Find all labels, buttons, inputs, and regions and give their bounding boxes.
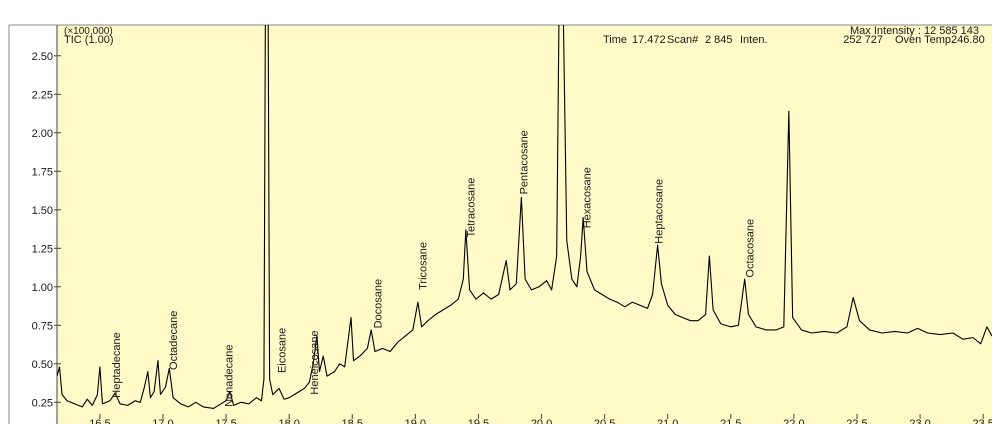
peak-label: Heneicosane — [309, 330, 321, 394]
peak-label: Tricosane — [418, 242, 430, 290]
x-tick-label: 23.0 — [909, 418, 930, 424]
peak-label: Pentacosane — [519, 130, 531, 194]
y-tick-label: 0.25 — [32, 397, 53, 409]
y-tick-label: 2.00 — [32, 128, 53, 140]
peak-label: Octadecane — [168, 311, 180, 370]
peak-label: Heptacosane — [654, 179, 666, 244]
x-tick-label: 21.5 — [720, 418, 741, 424]
y-tick-label: 0.50 — [32, 359, 53, 371]
peak-label: Eicosane — [276, 328, 288, 373]
peak-label: Octacosane — [745, 219, 757, 278]
status-field: 252 727 — [843, 34, 883, 46]
peak-label: Tetracosane — [466, 178, 478, 238]
x-tick-label: 22.0 — [783, 418, 804, 424]
peak-label: Hexacosane — [582, 167, 594, 228]
peak-label: Nonadecane — [223, 345, 235, 407]
status-field: Scan# — [667, 34, 699, 46]
status-field: Oven Temp246.80 — [895, 34, 985, 46]
x-tick-label: 16.5 — [89, 418, 110, 424]
x-tick-label: 21.0 — [657, 418, 678, 424]
y-tick-label: 1.75 — [32, 166, 53, 178]
x-tick-label: 23.5 — [972, 418, 992, 424]
plot-background — [57, 25, 992, 424]
status-field: Time — [603, 34, 627, 46]
y-tick-label: 2.50 — [32, 51, 53, 63]
x-tick-label: 17.5 — [215, 418, 236, 424]
status-field: 2 845 — [705, 34, 733, 46]
series-label: TIC (1.00) — [64, 34, 114, 46]
x-tick-label: 18.0 — [278, 418, 299, 424]
y-tick-label: 1.00 — [32, 282, 53, 294]
x-tick-label: 17.0 — [152, 418, 173, 424]
x-tick-label: 20.5 — [594, 418, 615, 424]
x-tick-label: 20.0 — [531, 418, 552, 424]
max-intensity: Max Intensity : 12 585 143 — [850, 25, 979, 37]
y-tick-label: 2.25 — [32, 89, 53, 101]
x-tick-label: 22.5 — [846, 418, 867, 424]
tic-trace — [57, 25, 992, 410]
x-tick-label: 19.5 — [468, 418, 489, 424]
status-field: 17.472 — [632, 34, 666, 46]
scale-label: (×100,000) — [64, 26, 113, 37]
peak-label: Heptadecane — [111, 332, 123, 397]
x-tick-label: 19.0 — [405, 418, 426, 424]
y-tick-label: 1.50 — [32, 205, 53, 217]
status-field: Inten. — [740, 34, 768, 46]
y-tick-label: 1.25 — [32, 243, 53, 255]
peak-label: Docosane — [372, 279, 384, 329]
x-tick-label: 18.5 — [342, 418, 363, 424]
y-tick-label: 0.75 — [32, 320, 53, 332]
status-bar: Time 17.472 Scan# 2 845 Inten. 252 727 Oven Te… — [603, 34, 985, 46]
